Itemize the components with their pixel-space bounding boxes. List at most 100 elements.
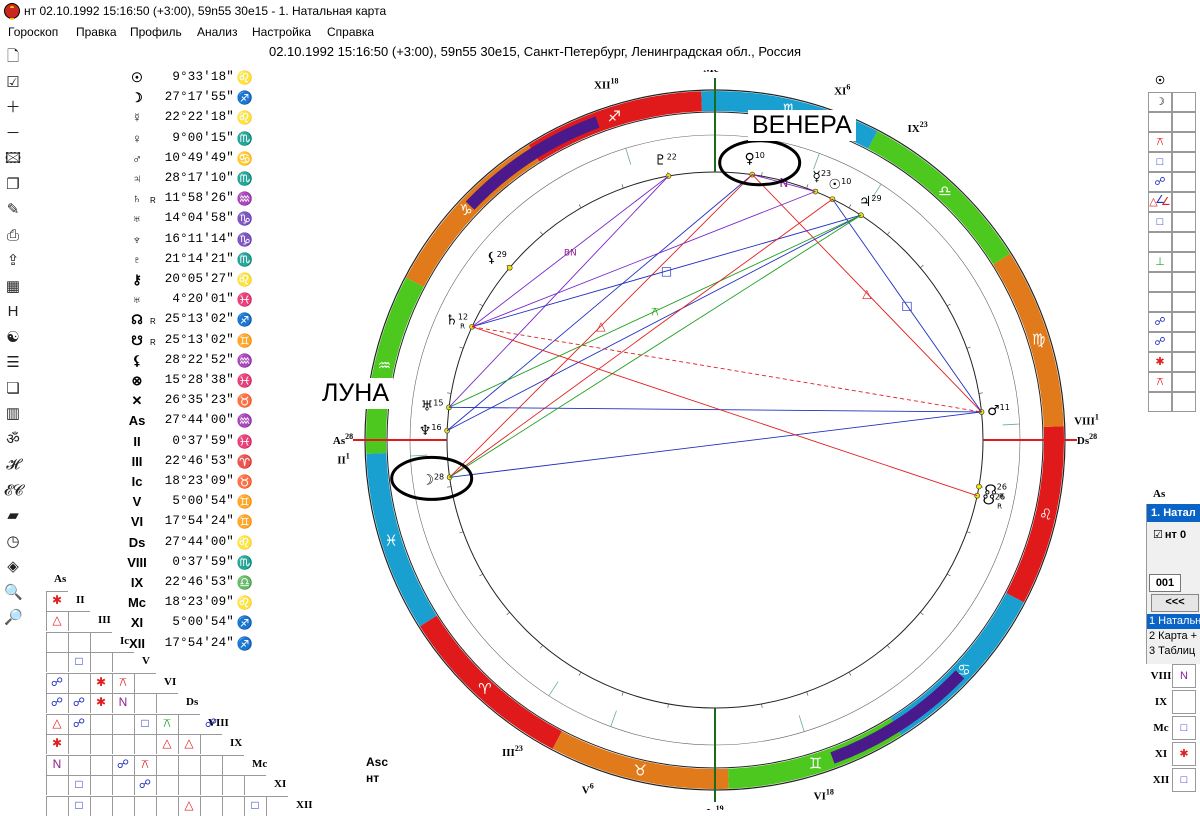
uranus-glyph-icon[interactable]: ♅15 xyxy=(421,398,444,414)
menu-horoscope[interactable]: Гороскоп xyxy=(8,25,59,39)
h-icon[interactable]: H xyxy=(7,303,19,320)
matrix-cell xyxy=(112,652,134,672)
menu-analysis[interactable]: Анализ xyxy=(197,25,238,39)
zodiac-sign: ♏ xyxy=(236,171,254,186)
chart-checkbox[interactable]: нт 0 xyxy=(1153,528,1186,541)
matrix-cell xyxy=(90,754,112,775)
stats-icon[interactable]: ▥ xyxy=(5,405,21,422)
neptune-glyph-icon[interactable]: ♆16 xyxy=(419,423,442,439)
chart-list-item[interactable]: 3 Таблиц xyxy=(1149,645,1196,657)
matrix-label: XII xyxy=(296,798,313,811)
aspect-glyph: △ xyxy=(52,715,62,730)
print-icon[interactable]: ⎙ xyxy=(6,226,19,244)
point-symbol: IX xyxy=(130,575,144,590)
natal-chart-wheel[interactable]: ♌♍♎♏♐♑♒♓♈♉♊♋Mc19IX23VIII1Ds28VI18V6Ic19I… xyxy=(330,70,1110,810)
chart-number-spinner[interactable]: 001 xyxy=(1149,574,1181,592)
copy-icon[interactable]: ❐ xyxy=(6,175,20,193)
remove-icon[interactable]: － xyxy=(5,124,21,142)
jupiter-glyph-icon[interactable]: ♃29 xyxy=(859,194,882,210)
mercury-glyph-icon[interactable]: ☿23 xyxy=(812,169,831,185)
matrix-cell xyxy=(68,631,90,652)
degree-value: 28°22′52″ xyxy=(164,352,234,367)
house-cusp-label: V6 xyxy=(582,782,594,797)
aspect-glyph: ☍ xyxy=(72,715,86,730)
grid-cell xyxy=(1148,292,1172,312)
chart-list-item[interactable]: 1 Натальн xyxy=(1147,614,1200,629)
matrix-cell xyxy=(134,713,156,734)
menu-profile[interactable]: Профиль xyxy=(130,25,182,39)
zoom-out-icon[interactable]: 🔎 xyxy=(4,609,23,626)
zoom-in-icon[interactable]: 🔍 xyxy=(4,583,23,601)
grid-cell xyxy=(1172,132,1196,152)
matrix-cell xyxy=(46,631,68,652)
house-cusp-label: III23 xyxy=(502,744,523,759)
image-icon[interactable]: 🖾 xyxy=(4,150,22,167)
grid-header: ☉ xyxy=(1155,75,1165,87)
previous-button[interactable]: <<< xyxy=(1151,594,1199,612)
degree-value: 0°37′59″ xyxy=(172,433,234,448)
pluto-glyph-icon[interactable]: ♇22 xyxy=(654,152,677,168)
export-icon[interactable]: ⇪ xyxy=(6,252,20,269)
ec-icon[interactable]: 𝓔𝓒 xyxy=(4,481,24,499)
matrix-cell xyxy=(68,693,90,713)
edit-icon[interactable]: ✎ xyxy=(6,201,20,218)
sign-segment xyxy=(993,253,1064,428)
aspect-glyph: ☍ xyxy=(50,695,64,709)
folder-icon[interactable]: ▰ xyxy=(7,507,19,524)
zodiac-sign-glyph: ♊ xyxy=(809,755,822,773)
zodiac-sign: ♑ xyxy=(236,211,254,227)
om-icon[interactable]: ॐ xyxy=(6,430,20,448)
cards-icon[interactable]: ❏ xyxy=(6,379,20,397)
aspect-line xyxy=(448,214,862,408)
matrix-cell xyxy=(46,652,68,672)
clock-icon[interactable]: ◷ xyxy=(6,532,20,550)
sign-segment xyxy=(552,731,729,789)
aspect-line xyxy=(471,326,978,497)
moon-glyph-icon[interactable]: ☽28 xyxy=(421,473,444,489)
position-row: ☊ R 25°13′02″ ♐ xyxy=(124,312,264,332)
zodiac-sign: ♉ xyxy=(236,393,254,409)
zodiac-sign-glyph: ♍ xyxy=(1032,330,1045,348)
menu-settings[interactable]: Настройка xyxy=(252,25,312,39)
house-cusp-line xyxy=(610,710,617,727)
check-icon[interactable]: ☑ xyxy=(6,73,20,91)
zodiac-sign-glyph: ♑ xyxy=(459,201,472,219)
mars-glyph-icon[interactable]: ♂11 xyxy=(987,403,1010,419)
south-node-glyph-icon[interactable]: ☋26 R xyxy=(982,492,1005,510)
matrix-cell xyxy=(90,775,112,795)
menu-help[interactable]: Справка xyxy=(327,25,375,39)
lilith-glyph-icon[interactable]: ⚸29 xyxy=(486,250,506,266)
chart-list-item[interactable]: 2 Карта + xyxy=(1149,630,1198,642)
diamond-icon[interactable]: ◈ xyxy=(7,558,19,575)
position-row: VIII 0°37′59″ ♏ xyxy=(124,555,264,575)
new-chart-icon[interactable]: 🗋 xyxy=(6,48,20,65)
h-italic-icon[interactable]: 𝓗 xyxy=(6,456,20,473)
matrix-cell xyxy=(90,672,112,693)
grid-cell: ✱ xyxy=(1148,352,1172,372)
matrix-cell xyxy=(90,713,112,734)
sun-glyph-icon[interactable]: ☉10 xyxy=(829,177,852,193)
matrix-cell xyxy=(68,611,90,631)
position-row: ♅ 4°20′01″ ♓ xyxy=(124,292,264,312)
calculator-icon[interactable]: ▦ xyxy=(5,277,21,295)
add-icon[interactable]: ＋ xyxy=(5,99,21,116)
symbols-icon[interactable]: ☯ xyxy=(6,328,20,346)
grid-cell: ☍ ∠ xyxy=(1148,172,1172,206)
matrix-cell xyxy=(156,713,178,734)
list-icon[interactable]: ☰ xyxy=(6,354,20,371)
north-node-glyph-icon[interactable]: ☊26 R xyxy=(984,482,1007,500)
matrix-cell xyxy=(90,631,112,652)
saturn-glyph-icon[interactable]: ♄12 R xyxy=(445,313,468,331)
venus-glyph-icon[interactable]: ♀10 xyxy=(744,151,764,167)
sign-ring-inner xyxy=(386,111,1044,769)
zodiac-sign: ♏ xyxy=(236,130,254,146)
point-symbol: ♂ xyxy=(132,150,142,166)
aspect-glyph: △ xyxy=(52,613,62,627)
house-cusp-line xyxy=(798,715,805,732)
house-cusp-label: XII18 xyxy=(594,76,619,91)
matrix-cell xyxy=(244,795,266,816)
matrix-label: As xyxy=(54,573,67,585)
degree-value: 26°35′23″ xyxy=(164,393,234,408)
menu-edit[interactable]: Правка xyxy=(76,25,117,39)
matrix-cell xyxy=(200,754,222,775)
